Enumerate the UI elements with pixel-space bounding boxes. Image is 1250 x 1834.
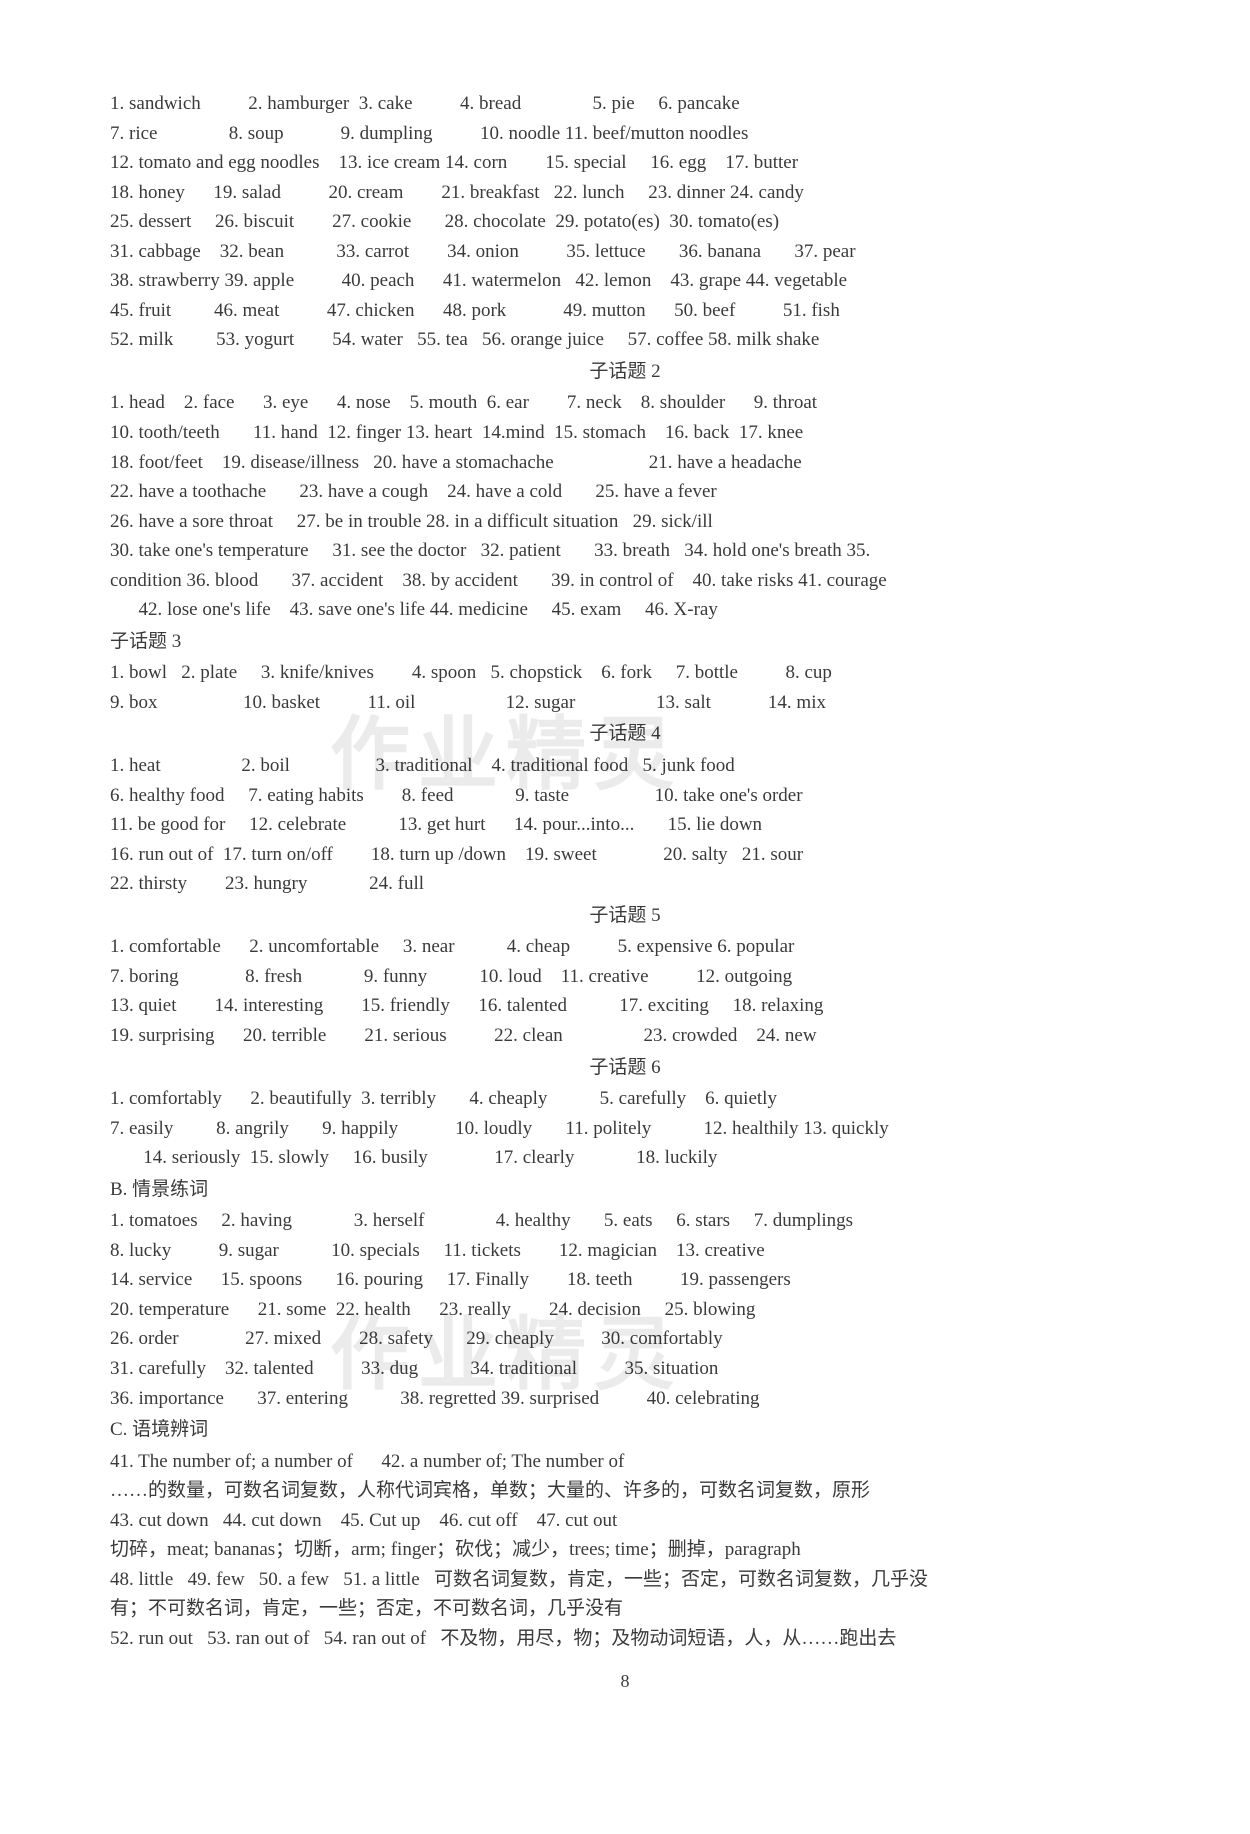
text-line: 48. little 49. few 50. a few 51. a littl… — [110, 1566, 1140, 1594]
text-line: 26. have a sore throat 27. be in trouble… — [110, 508, 1140, 536]
text-line: 26. order 27. mixed 28. safety 29. cheap… — [110, 1325, 1140, 1353]
section-title: 子话题 4 — [110, 720, 1140, 748]
text-line: 45. fruit 46. meat 47. chicken 48. pork … — [110, 297, 1140, 325]
text-line: 22. have a toothache 23. have a cough 24… — [110, 478, 1140, 506]
text-line: 31. carefully 32. talented 33. dug 34. t… — [110, 1355, 1140, 1383]
text-line: 19. surprising 20. terrible 21. serious … — [110, 1022, 1140, 1050]
text-line: 1. sandwich 2. hamburger 3. cake 4. brea… — [110, 90, 1140, 118]
text-line: 14. seriously 15. slowly 16. busily 17. … — [110, 1144, 1140, 1172]
section-title: 子话题 2 — [110, 358, 1140, 386]
text-line: 52. run out 53. ran out of 54. ran out o… — [110, 1625, 1140, 1653]
text-line: 41. The number of; a number of 42. a num… — [110, 1448, 1140, 1476]
text-line: 1. comfortably 2. beautifully 3. terribl… — [110, 1085, 1140, 1113]
text-line: 16. run out of 17. turn on/off 18. turn … — [110, 841, 1140, 869]
text-line: 1. comfortable 2. uncomfortable 3. near … — [110, 933, 1140, 961]
text-line: 1. head 2. face 3. eye 4. nose 5. mouth … — [110, 389, 1140, 417]
text-line: 30. take one's temperature 31. see the d… — [110, 537, 1140, 565]
text-line: 6. healthy food 7. eating habits 8. feed… — [110, 782, 1140, 810]
section-title: 子话题 6 — [110, 1054, 1140, 1082]
text-line: 7. rice 8. soup 9. dumpling 10. noodle 1… — [110, 120, 1140, 148]
text-line: 1. tomatoes 2. having 3. herself 4. heal… — [110, 1207, 1140, 1235]
text-line: 11. be good for 12. celebrate 13. get hu… — [110, 811, 1140, 839]
text-line: 7. boring 8. fresh 9. funny 10. loud 11.… — [110, 963, 1140, 991]
text-line: 有；不可数名词，肯定，一些；否定，不可数名词，几乎没有 — [110, 1595, 1140, 1623]
text-line: 25. dessert 26. biscuit 27. cookie 28. c… — [110, 208, 1140, 236]
text-line: 43. cut down 44. cut down 45. Cut up 46.… — [110, 1507, 1140, 1535]
text-line: condition 36. blood 37. accident 38. by … — [110, 567, 1140, 595]
text-line: ……的数量，可数名词复数，人称代词宾格，单数；大量的、许多的，可数名词复数，原形 — [110, 1477, 1140, 1505]
section-title: 子话题 5 — [110, 902, 1140, 930]
text-line: 8. lucky 9. sugar 10. specials 11. ticke… — [110, 1237, 1140, 1265]
text-line: 31. cabbage 32. bean 33. carrot 34. onio… — [110, 238, 1140, 266]
text-line: 42. lose one's life 43. save one's life … — [110, 596, 1140, 624]
text-line: 18. honey 19. salad 20. cream 21. breakf… — [110, 179, 1140, 207]
page-number: 8 — [110, 1668, 1140, 1694]
text-line: 7. easily 8. angrily 9. happily 10. loud… — [110, 1115, 1140, 1143]
text-line: 9. box 10. basket 11. oil 12. sugar 13. … — [110, 689, 1140, 717]
text-line: 20. temperature 21. some 22. health 23. … — [110, 1296, 1140, 1324]
text-line: 1. bowl 2. plate 3. knife/knives 4. spoo… — [110, 659, 1140, 687]
section-title: B. 情景练词 — [110, 1176, 1140, 1204]
text-line: 22. thirsty 23. hungry 24. full — [110, 870, 1140, 898]
document-page: 1. sandwich 2. hamburger 3. cake 4. brea… — [0, 0, 1250, 1755]
text-line: 18. foot/feet 19. disease/illness 20. ha… — [110, 449, 1140, 477]
section-title: C. 语境辨词 — [110, 1416, 1140, 1444]
text-line: 1. heat 2. boil 3. traditional 4. tradit… — [110, 752, 1140, 780]
text-line: 切碎，meat; bananas；切断，arm; finger；砍伐；减少，tr… — [110, 1536, 1140, 1564]
text-line: 10. tooth/teeth 11. hand 12. finger 13. … — [110, 419, 1140, 447]
text-line: 13. quiet 14. interesting 15. friendly 1… — [110, 992, 1140, 1020]
text-line: 36. importance 37. entering 38. regrette… — [110, 1385, 1140, 1413]
text-line: 14. service 15. spoons 16. pouring 17. F… — [110, 1266, 1140, 1294]
text-line: 52. milk 53. yogurt 54. water 55. tea 56… — [110, 326, 1140, 354]
section-title: 子话题 3 — [110, 628, 1140, 656]
text-line: 12. tomato and egg noodles 13. ice cream… — [110, 149, 1140, 177]
text-line: 38. strawberry 39. apple 40. peach 41. w… — [110, 267, 1140, 295]
